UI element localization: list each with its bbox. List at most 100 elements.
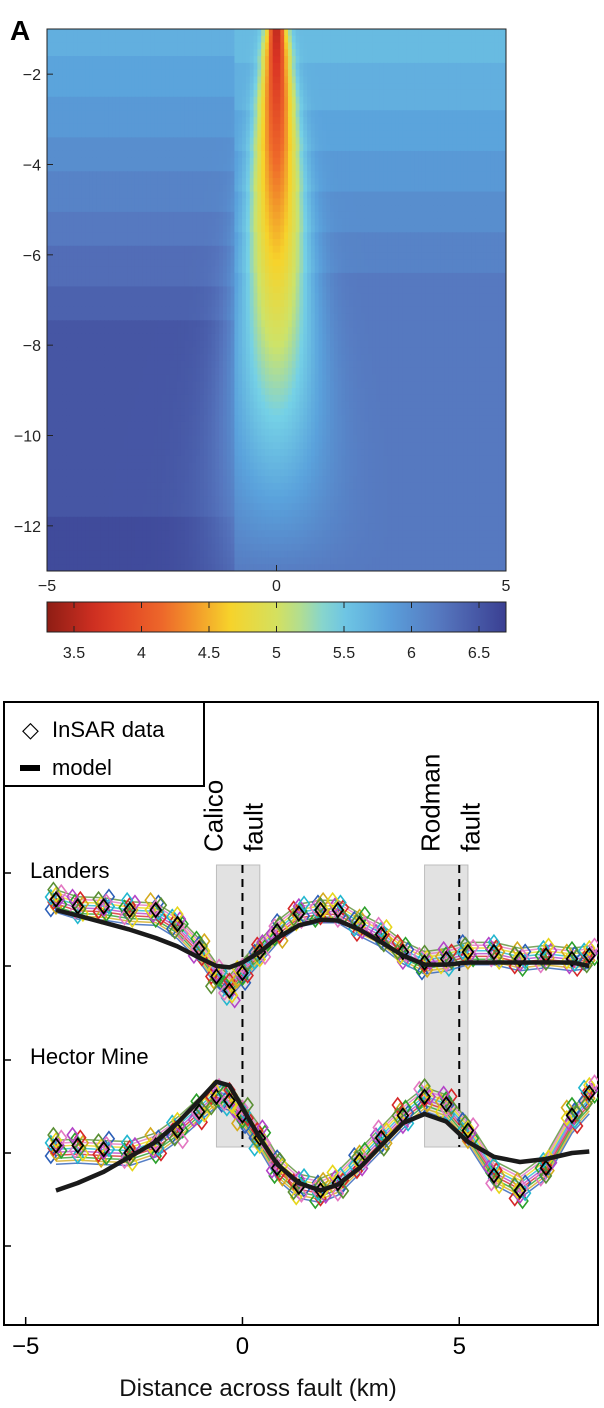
heatmap-cell <box>437 69 442 78</box>
heatmap-cell <box>66 83 71 91</box>
heatmap-cell <box>398 110 404 118</box>
heatmap-cell <box>96 266 102 274</box>
heatmap-cell <box>460 178 465 186</box>
heatmap-cell <box>349 218 354 227</box>
heatmap-cell <box>322 96 327 105</box>
heatmap-cell <box>226 150 232 159</box>
heatmap-cell <box>115 252 121 260</box>
heatmap-cell <box>54 191 60 199</box>
heatmap-cell <box>249 279 255 288</box>
heatmap-cell <box>81 130 86 139</box>
heatmap-cell <box>402 279 408 288</box>
heatmap-cell <box>54 157 60 166</box>
heatmap-cell <box>333 164 339 172</box>
heatmap-cell <box>173 239 178 247</box>
heatmap-cell <box>375 157 381 166</box>
heatmap-cell <box>276 164 281 172</box>
heatmap-cell <box>222 137 228 145</box>
heatmap-cell <box>429 171 434 179</box>
heatmap-cell <box>372 157 377 166</box>
heatmap-cell <box>375 293 381 301</box>
heatmap-cell <box>276 211 281 220</box>
heatmap-cell <box>460 49 465 57</box>
heatmap-cell <box>104 306 109 315</box>
heatmap-cell <box>272 49 278 57</box>
heatmap-cell <box>196 232 201 240</box>
heatmap-cell <box>494 191 499 199</box>
heatmap-cell <box>410 211 415 220</box>
heatmap-cell <box>261 272 266 281</box>
heatmap-cell <box>234 35 239 44</box>
heatmap-cell <box>253 35 258 44</box>
heatmap-cell <box>203 293 209 301</box>
heatmap-cell <box>440 225 446 233</box>
heatmap-cell <box>502 300 506 308</box>
heatmap-cell <box>200 211 205 220</box>
heatmap-cell <box>433 130 438 139</box>
heatmap-cell <box>429 178 434 186</box>
heatmap-cell <box>295 252 301 260</box>
heatmap-cell <box>406 211 411 220</box>
heatmap-cell <box>425 245 431 254</box>
heatmap-cell <box>131 205 136 213</box>
heatmap-cell <box>161 76 167 84</box>
heatmap-cell <box>96 62 102 71</box>
heatmap-cell <box>314 225 320 233</box>
heatmap-cell <box>303 286 308 294</box>
heatmap-cell <box>483 232 488 240</box>
heatmap-cell <box>437 117 442 125</box>
heatmap-cell <box>471 211 476 220</box>
heatmap-cell <box>165 259 170 267</box>
heatmap-cell <box>150 117 155 125</box>
heatmap-cell <box>196 83 201 91</box>
heatmap-cell <box>467 178 473 186</box>
heatmap-cell <box>77 205 83 213</box>
heatmap-cell <box>257 218 262 227</box>
heatmap-cell <box>261 150 266 159</box>
heatmap-cell <box>242 164 247 172</box>
heatmap-cell <box>73 157 79 166</box>
heatmap-cell <box>134 293 140 301</box>
heatmap-cell <box>96 150 102 159</box>
heatmap-cell <box>440 96 446 105</box>
heatmap-cell <box>333 245 339 254</box>
heatmap-cell <box>134 225 140 233</box>
heatmap-cell <box>54 69 60 78</box>
heatmap-cell <box>211 89 216 98</box>
heatmap-cell <box>494 144 499 152</box>
heatmap-cell <box>318 306 323 315</box>
heatmap-cell <box>490 171 496 179</box>
heatmap-cell <box>161 211 167 220</box>
heatmap-cell <box>127 35 132 44</box>
heatmap-cell <box>318 266 323 274</box>
heatmap-cell <box>85 252 90 260</box>
heatmap-cell <box>146 110 151 118</box>
heatmap-cell <box>253 198 258 206</box>
heatmap-cell <box>444 198 450 206</box>
heatmap-cell <box>196 306 201 315</box>
heatmap-cell <box>200 239 205 247</box>
heatmap-cell <box>169 62 174 71</box>
heatmap-cell <box>494 218 499 227</box>
heatmap-cell <box>219 137 224 145</box>
heatmap-cell <box>330 137 335 145</box>
heatmap-cell <box>184 137 190 145</box>
heatmap-cell <box>207 272 213 281</box>
heatmap-cell <box>50 137 56 145</box>
heatmap-cell <box>379 252 385 260</box>
heatmap-cell <box>284 137 289 145</box>
heatmap-cell <box>395 96 400 105</box>
heatmap-cell <box>58 239 63 247</box>
heatmap-cell <box>418 89 423 98</box>
heatmap-cell <box>490 144 496 152</box>
heatmap-cell <box>448 110 454 118</box>
heatmap-cell <box>161 286 167 294</box>
heatmap-cell <box>119 62 125 71</box>
heatmap-cell <box>448 232 454 240</box>
heatmap-cell <box>460 286 465 294</box>
heatmap-cell <box>215 130 220 139</box>
heatmap-cell <box>192 272 197 281</box>
heatmap-cell <box>234 218 239 227</box>
heatmap-cell <box>395 300 400 308</box>
heatmap-cell <box>395 144 400 152</box>
